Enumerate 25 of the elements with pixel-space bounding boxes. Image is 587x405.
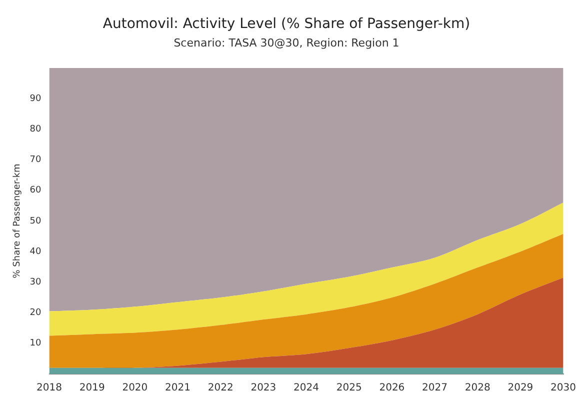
x-tick-label: 2019 [79, 382, 105, 394]
x-tick-label: 2022 [208, 382, 234, 394]
x-tick-label: 2023 [250, 382, 276, 394]
x-tick-label: 2028 [464, 382, 490, 394]
x-tick-label: 2027 [422, 382, 448, 394]
x-tick-label: 2020 [122, 382, 148, 394]
y-tick-label: 80 [30, 124, 42, 135]
x-tick-label: 2026 [379, 382, 405, 394]
x-tick-label: 2021 [165, 382, 190, 394]
y-tick-label: 70 [30, 155, 42, 166]
y-tick-label: 20 [30, 308, 42, 318]
x-tick-label: 2030 [550, 382, 576, 394]
y-tick-label: 50 [30, 216, 42, 226]
x-tick-label: 2018 [36, 382, 62, 394]
x-tick-label: 2029 [508, 382, 534, 394]
y-tick-label: 40 [30, 246, 42, 257]
y-tick-label: 30 [30, 278, 42, 288]
x-tick-label: 2024 [294, 382, 319, 394]
y-axis-title: % Share of Passenger-km [12, 164, 23, 278]
x-tick-label: 2025 [336, 382, 362, 394]
y-tick-label: 90 [30, 94, 42, 104]
y-tick-label: 60 [30, 186, 42, 196]
chart-subtitle: Scenario: TASA 30@30, Region: Region 1 [174, 36, 400, 50]
chart-title: Automovil: Activity Level (% Share of Passenger-km) [102, 16, 470, 32]
y-tick-label: 10 [30, 338, 42, 349]
